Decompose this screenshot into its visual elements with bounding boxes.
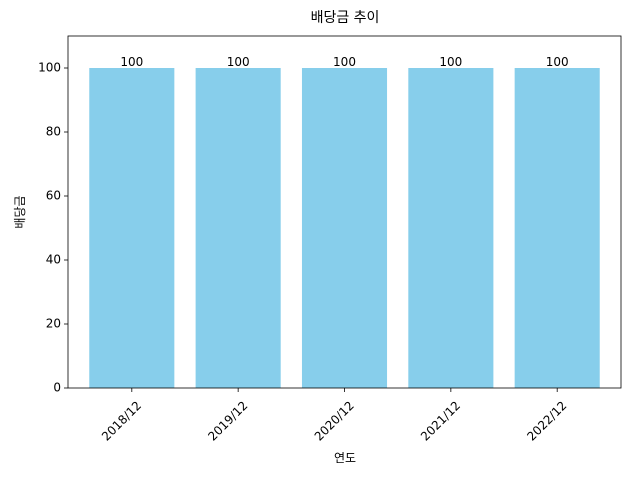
y-tick-label: 40 <box>46 253 61 267</box>
data-label: 100 <box>546 55 569 69</box>
data-label: 100 <box>333 55 356 69</box>
y-tick-label: 80 <box>46 125 61 139</box>
y-tick-label: 20 <box>46 317 61 331</box>
y-tick-label: 60 <box>46 189 61 203</box>
bar <box>408 68 494 388</box>
chart-title: 배당금 추이 <box>311 10 380 26</box>
y-axis-label: 배당금 <box>13 195 27 228</box>
plot-frame <box>67 35 622 389</box>
bar <box>514 68 600 388</box>
x-axis-label: 연도 <box>334 451 356 465</box>
data-label: 100 <box>439 55 462 69</box>
y-tick-label: 100 <box>38 61 61 75</box>
y-tick-label: 0 <box>53 381 61 395</box>
data-label: 100 <box>227 55 250 69</box>
bar <box>195 68 281 388</box>
bar <box>301 68 388 388</box>
data-label: 100 <box>120 55 143 69</box>
bar <box>89 68 175 388</box>
